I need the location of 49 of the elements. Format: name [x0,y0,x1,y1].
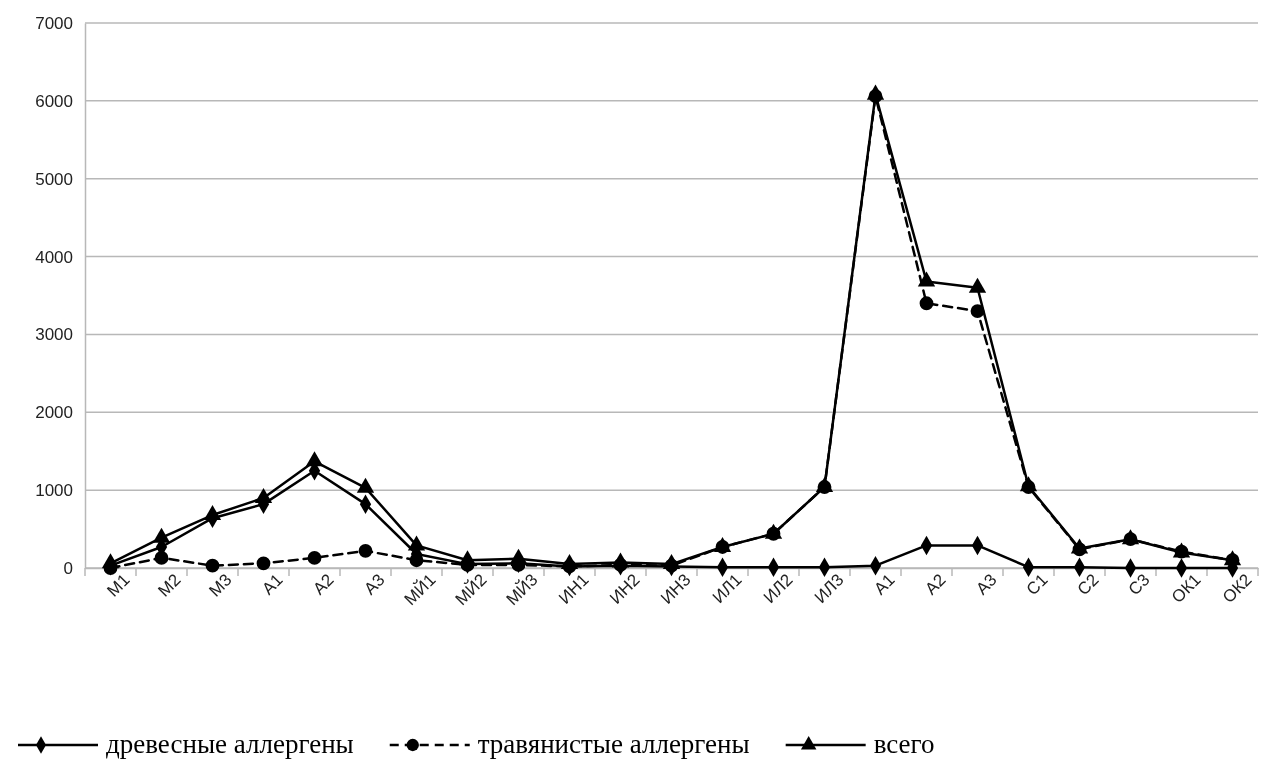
x-tick-label: А2 [921,570,950,599]
x-tick-label: М3 [205,570,236,601]
y-tick-label: 3000 [35,325,73,345]
point [101,553,120,569]
x-tick-label: С2 [1073,570,1103,600]
point [305,451,324,467]
point [256,556,271,571]
point [662,554,681,570]
y-tick-label: 0 [63,558,73,578]
point [203,505,222,521]
point [205,558,220,573]
point [917,271,936,287]
point [152,527,171,543]
x-tick-label: М1 [103,570,134,601]
x-tick-label: А2 [309,570,338,599]
point [409,553,424,568]
x-tick-label: А3 [360,570,389,599]
point [560,554,579,570]
x-tick-label: А1 [870,570,899,599]
legend-label: всего [873,729,935,759]
x-tick-label: ОК1 [1168,570,1205,607]
point [968,277,987,293]
point [154,550,169,565]
x-tick-label: М2 [154,570,185,601]
x-tick-label: С1 [1022,570,1052,600]
y-tick-label: 7000 [35,13,73,33]
x-tick-label: ИЛ1 [708,570,746,607]
legend-label: древесные аллергены [106,729,354,759]
x-tick-label: ОК2 [1219,570,1256,607]
point [919,296,934,311]
point [1070,538,1089,554]
point [307,550,322,565]
point [356,477,375,493]
point [407,535,426,551]
legend-label: травянистые аллергены [477,729,750,759]
x-tick-label: А1 [258,570,287,599]
point [866,84,885,100]
point [611,552,630,568]
point [509,548,528,564]
y-tick-label: 2000 [35,403,73,423]
y-tick-label: 6000 [35,91,73,111]
point [1019,476,1038,492]
point [458,550,477,566]
point [358,543,373,558]
y-tick-label: 5000 [35,169,73,189]
x-tick-label: С3 [1124,570,1154,600]
y-tick-label: 1000 [35,481,73,501]
x-tick-label: А3 [972,570,1001,599]
y-tick-label: 4000 [35,247,73,267]
